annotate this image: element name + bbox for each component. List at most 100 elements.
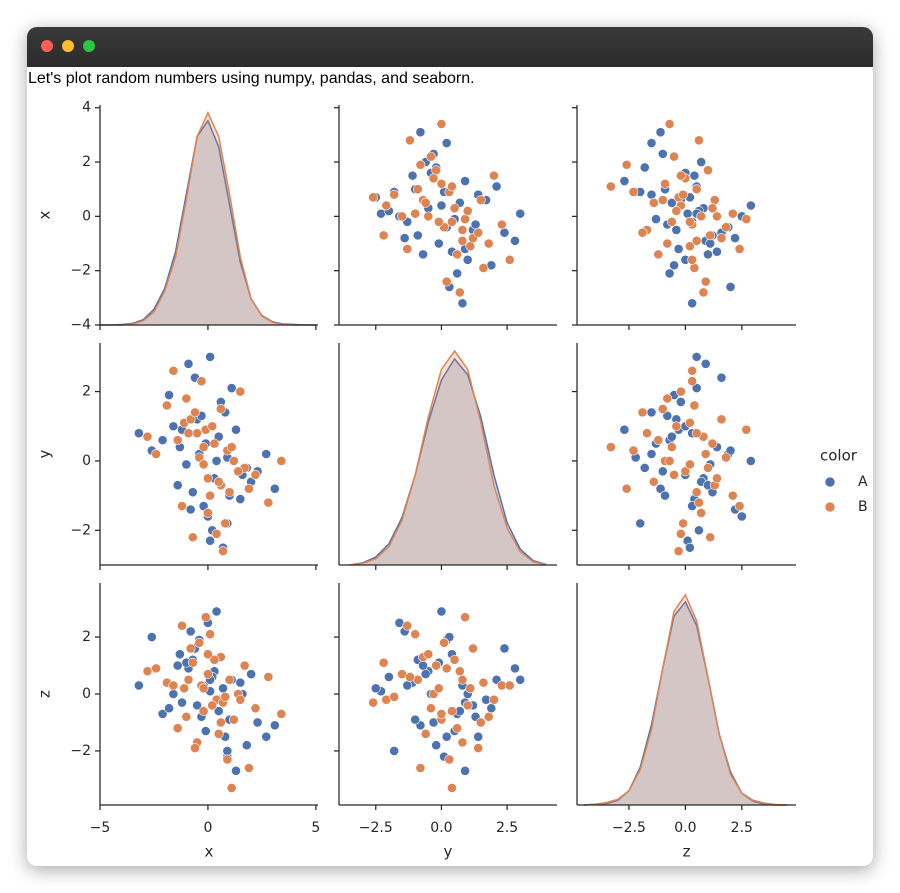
scatter-point: [648, 197, 659, 208]
scatter-point: [462, 700, 473, 711]
scatter-point: [657, 195, 668, 205]
scatter-point: [642, 428, 652, 439]
scatter-point: [235, 677, 246, 688]
scatter-point: [215, 404, 226, 414]
scatter-point: [698, 287, 709, 298]
scatter-point: [213, 706, 224, 716]
scatter-point: [621, 483, 632, 494]
scatter-point: [436, 709, 447, 719]
scatter-point: [213, 728, 224, 739]
scatter-point: [694, 525, 704, 536]
x-tick-label: 0.0: [430, 820, 452, 836]
scatter-point: [691, 487, 702, 498]
scatter-point: [226, 783, 237, 793]
scatter-point: [457, 674, 468, 685]
scatter-point: [162, 400, 172, 411]
scatter-point: [462, 206, 473, 216]
scatter-point: [276, 456, 287, 466]
minimize-button[interactable]: [62, 40, 74, 52]
scatter-point: [431, 740, 442, 751]
scatter-point: [449, 654, 460, 665]
scatter-point: [694, 497, 704, 508]
scatter-point: [418, 249, 428, 260]
scatter-point: [447, 783, 457, 793]
scatter-point: [457, 225, 468, 235]
scatter-point: [712, 473, 722, 484]
scatter-point: [457, 235, 468, 246]
scatter-point: [179, 683, 190, 694]
scatter-point: [241, 740, 252, 751]
scatter-point: [384, 672, 394, 682]
scatter-point: [499, 227, 510, 238]
scatter-point: [635, 518, 646, 529]
scatter-point: [410, 208, 421, 219]
scatter-point: [211, 528, 222, 539]
x-tick-label: 5: [311, 820, 320, 836]
scatter-point: [700, 276, 711, 287]
scatter-point: [157, 709, 168, 719]
scatter-point: [705, 532, 716, 543]
scatter-point: [691, 428, 702, 439]
x-tick-label: −2.5: [359, 820, 393, 836]
scatter-point: [680, 466, 691, 477]
scatter-point: [662, 410, 673, 421]
scatter-point: [460, 176, 470, 186]
scatter-point: [637, 227, 648, 238]
scatter-point: [646, 189, 657, 200]
scatter-point: [657, 148, 668, 159]
scatter-point: [703, 462, 713, 473]
scatter-point: [694, 135, 704, 146]
close-button[interactable]: [41, 40, 53, 52]
scatter-point: [687, 376, 698, 387]
scatter-point: [664, 119, 675, 129]
scatter-point: [709, 195, 720, 205]
scatter-point: [691, 184, 702, 195]
legend-label: A: [858, 474, 868, 490]
scatter-point: [619, 424, 630, 435]
scatter-point: [639, 462, 650, 473]
kde-area: [349, 350, 547, 565]
scatter-point: [655, 483, 666, 494]
scatter-point: [664, 456, 675, 466]
scatter-point: [646, 449, 657, 459]
scatter-point: [228, 714, 239, 725]
x-tick-label: 0: [203, 820, 212, 836]
scatter-point: [489, 170, 499, 181]
scatter-point: [716, 414, 727, 425]
scatter-point: [703, 249, 713, 260]
scatter-point: [405, 135, 415, 146]
scatter-point: [662, 393, 673, 404]
scatter-point: [146, 632, 157, 642]
scatter-point: [648, 476, 659, 487]
zoom-button[interactable]: [83, 40, 95, 52]
scatter-point: [410, 629, 421, 640]
scatter-point: [415, 159, 426, 170]
scatter-point: [177, 697, 187, 708]
scatter-point: [510, 663, 520, 674]
scatter-point: [378, 230, 389, 241]
scatter-point: [712, 211, 722, 222]
scatter-point: [436, 178, 447, 189]
scatter-point: [198, 442, 209, 452]
scatter-point: [381, 200, 392, 211]
scatter-point: [462, 254, 473, 265]
scatter-point: [250, 703, 261, 714]
scatter-point: [142, 666, 153, 677]
scatter-point: [426, 151, 436, 162]
scatter-point: [605, 181, 616, 192]
scatter-point: [151, 449, 162, 459]
y-tick-label: −2: [70, 743, 91, 759]
scatter-point: [436, 200, 447, 211]
kde-area: [100, 120, 316, 326]
y-axis-label: y: [36, 449, 54, 458]
scatter-point: [405, 672, 415, 682]
scatter-point: [483, 711, 494, 722]
scatter-point: [164, 703, 174, 714]
scatter-point: [378, 657, 389, 668]
scatter-point: [465, 241, 476, 252]
scatter-point: [133, 680, 144, 691]
scatter-point: [689, 263, 700, 273]
scatter-point: [185, 414, 196, 425]
y-tick-label: 0: [82, 453, 91, 469]
scatter-point: [510, 235, 520, 246]
